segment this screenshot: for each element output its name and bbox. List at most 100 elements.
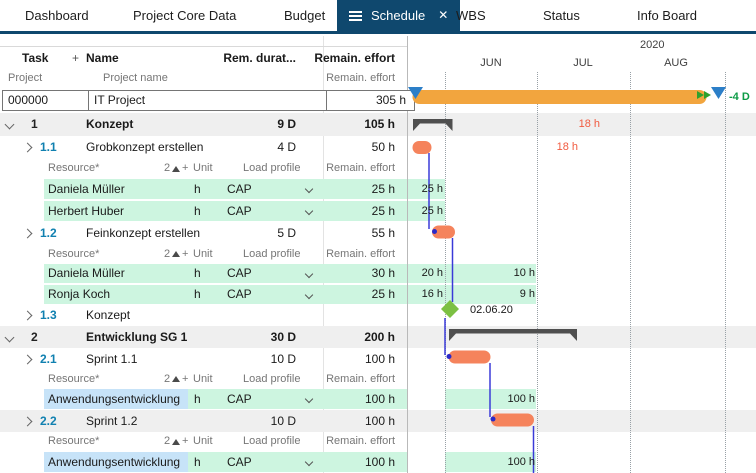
link-node-icon <box>446 354 452 359</box>
project-row[interactable]: 000000 IT Project 305 h <box>0 88 756 113</box>
gridline-aug <box>630 72 631 473</box>
subcol-project: Project <box>8 72 43 84</box>
load-profile-col: Load profile <box>243 162 301 174</box>
tab-project-core-data[interactable]: Project Core Data <box>133 8 237 23</box>
task-name: Sprint 1.1 <box>86 352 138 366</box>
collapse-icon[interactable] <box>4 119 15 130</box>
resource-col[interactable]: Resource* <box>48 373 100 385</box>
task-row-2[interactable]: 2 Entwicklung SG 1 30 D 200 h <box>0 326 756 348</box>
tab-budget[interactable]: Budget <box>284 8 326 23</box>
sort-asc-icon[interactable] <box>172 376 180 382</box>
tab-wbs[interactable]: WBS <box>456 8 486 23</box>
resource-col[interactable]: Resource* <box>48 162 100 174</box>
tab-info-board[interactable]: Info Board <box>637 8 697 23</box>
summary-bar-entwicklung[interactable] <box>449 329 577 341</box>
sort-order[interactable]: 2 <box>164 248 171 260</box>
resource-header-row: Resource* 2 + Unit Load profile Remain. … <box>0 245 756 263</box>
gantt-chart <box>408 87 726 473</box>
unit-col: Unit <box>193 248 213 260</box>
task-effort: 55 h <box>371 226 395 240</box>
project-id-input[interactable]: 000000 <box>2 90 93 111</box>
tab-schedule[interactable]: Schedule ✕ <box>337 0 461 31</box>
menu-icon[interactable] <box>349 9 362 23</box>
task-duration: 30 D <box>270 330 296 344</box>
expand-icon[interactable] <box>22 228 33 239</box>
resource-name: Daniela Müller <box>48 266 125 280</box>
task-bar-1-1[interactable] <box>412 141 432 154</box>
project-bar[interactable] <box>412 90 707 104</box>
task-effort: 50 h <box>371 140 395 154</box>
tab-underline <box>0 31 756 34</box>
tab-dashboard[interactable]: Dashboard <box>25 8 89 23</box>
task-bar-2-1[interactable] <box>448 350 491 364</box>
task-name: Sprint 1.2 <box>86 414 138 428</box>
task-row-1-2[interactable]: 1.2 Feinkonzept erstellen 5 D 55 h <box>0 222 756 245</box>
sort-asc-icon[interactable] <box>172 166 180 172</box>
tab-schedule-label: Schedule <box>371 8 426 23</box>
close-icon[interactable]: ✕ <box>438 8 449 22</box>
sort-order[interactable]: 2 <box>164 435 171 447</box>
project-effort-input[interactable]: 305 h <box>326 90 415 111</box>
resource-row[interactable]: Daniela Müller h CAP 30 h <box>0 263 756 284</box>
resource-row[interactable]: Anwendungsentwicklung h CAP 100 h <box>0 451 756 473</box>
table-gantt-splitter[interactable] <box>407 36 408 473</box>
task-row-1-1[interactable]: 1.1 Grobkonzept erstellen 4 D 50 h <box>0 136 756 159</box>
task-bar-1-2[interactable] <box>432 225 455 239</box>
task-name: Grobkonzept erstellen <box>86 140 204 154</box>
load-profile-value: CAP <box>227 182 252 196</box>
sort-order[interactable]: 2 <box>164 373 171 385</box>
link-node-icon <box>432 229 437 234</box>
gridline-jul <box>537 72 538 473</box>
col-duration[interactable]: Rem. durat... <box>223 51 296 65</box>
task-name: Konzept <box>86 308 131 322</box>
sort-asc-icon[interactable] <box>172 439 180 445</box>
resource-name: Daniela Müller <box>48 182 125 196</box>
project-start-marker-icon[interactable] <box>408 87 423 99</box>
team-resource-cell <box>44 389 188 409</box>
summary-bar-konzept[interactable] <box>413 119 453 131</box>
resource-name: Anwendungsentwicklung <box>48 392 181 406</box>
gantt-month-jul: JUL <box>573 57 593 69</box>
task-bar-2-2[interactable] <box>491 413 534 427</box>
task-number: 2.2 <box>40 414 57 428</box>
expand-icon[interactable] <box>22 310 33 321</box>
task-duration: 10 D <box>270 414 296 428</box>
resource-col[interactable]: Resource* <box>48 248 100 260</box>
task-row-1[interactable]: 1 Konzept 9 D 105 h <box>0 113 756 136</box>
add-resource-button[interactable]: + <box>182 435 189 447</box>
expand-icon[interactable] <box>22 416 33 427</box>
resource-effort: 100 h <box>364 392 395 406</box>
effort-col: Remain. effort <box>326 373 395 385</box>
add-resource-button[interactable]: + <box>182 373 189 385</box>
resource-effort: 25 h <box>371 204 395 218</box>
task-row-2-1[interactable]: 2.1 Sprint 1.1 10 D 100 h <box>0 348 756 370</box>
gantt-month-jun: JUN <box>480 57 502 69</box>
tab-status[interactable]: Status <box>543 8 580 23</box>
sort-order[interactable]: 2 <box>164 162 171 174</box>
add-resource-button[interactable]: + <box>182 248 189 260</box>
col-name[interactable]: Name <box>86 51 119 65</box>
task-number: 1 <box>31 117 38 131</box>
project-name-input[interactable]: IT Project <box>88 90 331 111</box>
col-effort[interactable]: Remain. effort <box>314 51 395 65</box>
effort-col: Remain. effort <box>326 248 395 260</box>
task-row-1-3[interactable]: 1.3 Konzept <box>0 305 756 326</box>
resource-name: Herbert Huber <box>48 204 125 218</box>
add-column-button[interactable]: + <box>72 51 80 65</box>
task-duration: 5 D <box>277 226 296 240</box>
milestone-diamond[interactable] <box>441 300 459 318</box>
resource-row[interactable]: Herbert Huber h CAP 25 h <box>0 200 756 222</box>
expand-icon[interactable] <box>22 142 33 153</box>
project-end-marker-icon[interactable] <box>711 87 726 99</box>
col-task[interactable]: Task <box>22 51 49 65</box>
resource-effort: 100 h <box>364 455 395 469</box>
resource-col[interactable]: Resource* <box>48 435 100 447</box>
sort-asc-icon[interactable] <box>172 251 180 257</box>
gantt-year-label: 2020 <box>640 39 665 51</box>
task-duration: 4 D <box>277 140 296 154</box>
expand-icon[interactable] <box>22 354 33 365</box>
collapse-icon[interactable] <box>4 332 15 343</box>
resource-row[interactable]: Daniela Müller h CAP 25 h <box>0 178 756 200</box>
add-resource-button[interactable]: + <box>182 162 189 174</box>
resource-row[interactable]: Ronja Koch h CAP 25 h <box>0 284 756 305</box>
